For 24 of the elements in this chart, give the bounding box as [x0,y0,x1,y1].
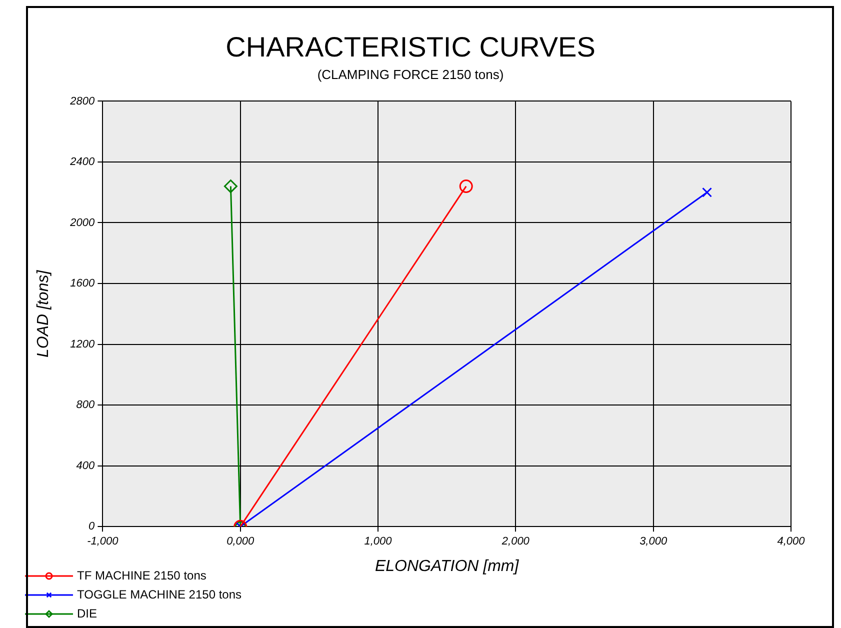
x-tick-label: 0,000 [226,535,255,548]
y-tick-label: 400 [76,460,96,472]
y-tick-label: 800 [76,399,96,412]
chart-title: CHARACTERISTIC CURVES [226,32,596,63]
y-tick-label: 1200 [70,338,96,350]
x-tick-label: 2,000 [500,535,530,548]
x-tick-label: 1,000 [364,535,393,548]
x-tick-label: 4,000 [777,535,806,548]
x-tick-label: 3,000 [640,535,668,548]
point [702,187,712,198]
x-tick-label: -1,000 [87,535,120,548]
legend-label: DIE [77,606,98,620]
y-tick-label: 0 [88,520,96,533]
x-axis-title: ELONGATION [mm] [374,558,520,575]
point [224,180,238,194]
point [459,180,473,194]
y-tick-label: 2000 [69,216,96,229]
y-tick-label: 1600 [70,278,96,290]
chart-subtitle: (CLAMPING FORCE 2150 tons) [317,66,504,82]
legend-label: TF MACHINE 2150 tons [77,568,206,582]
y-tick-label: 2400 [69,156,96,168]
y-axis-title: LOAD [tons] [35,270,52,358]
legend-label: TOGGLE MACHINE 2150 tons [77,587,242,602]
y-tick-label: 2800 [69,95,96,108]
